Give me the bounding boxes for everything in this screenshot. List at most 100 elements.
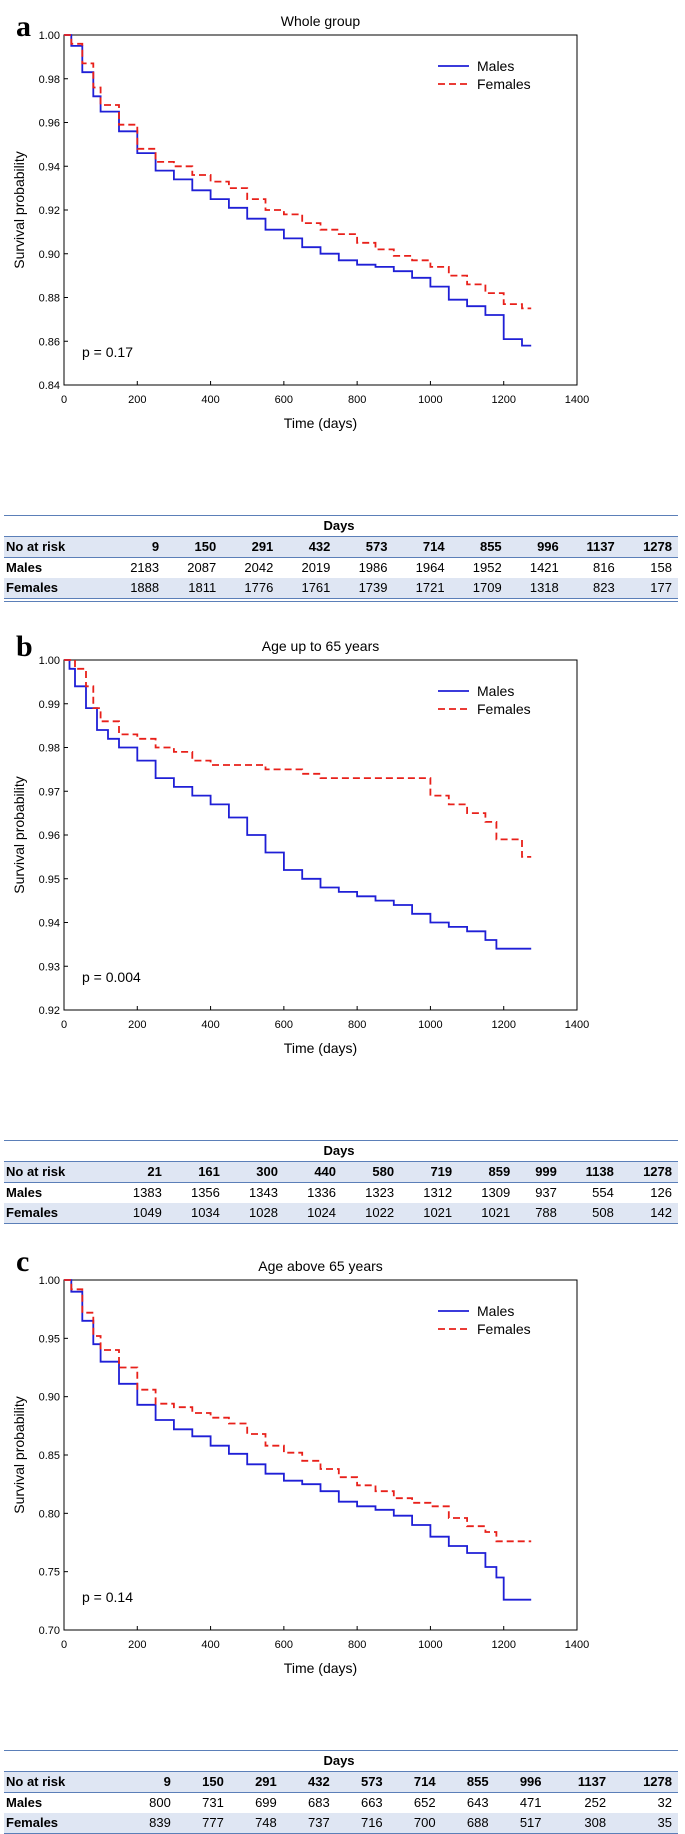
risk-table-count: 816 [564,557,621,578]
risk-table-time: 714 [388,1771,442,1793]
y-axis-label: Survival probability [11,151,27,269]
risk-table-count: 839 [123,1813,177,1834]
risk-table-time: 573 [335,1771,389,1793]
risk-table-time: 1137 [547,1771,613,1793]
y-tick-label: 0.94 [39,918,60,930]
x-tick-label: 200 [128,394,146,406]
risk-table-count: 252 [547,1792,613,1813]
risk-table-count: 737 [282,1813,336,1834]
survival-curve-females [64,34,532,310]
x-tick-label: 0 [61,1019,67,1031]
x-tick-label: 1400 [565,394,589,406]
x-tick-label: 600 [275,394,293,406]
x-tick-label: 1400 [565,1019,589,1031]
risk-table-count: 748 [229,1813,283,1834]
x-tick-label: 0 [61,1639,67,1651]
y-tick-label: 0.96 [39,118,60,130]
risk-table-count: 1312 [400,1182,459,1203]
risk-table-time: 9 [108,536,166,558]
risk-table-time: 859 [458,1161,517,1183]
risk-table-count: 142 [619,1203,678,1224]
x-tick-label: 1200 [491,1639,515,1651]
risk-table-count: 652 [388,1792,442,1813]
risk-table-time: 291 [222,536,280,558]
risk-table-row-females: Females 839 777 748 737 716 700 688 517 308 35 [4,1813,678,1834]
risk-table-group-label: Females [4,1203,110,1224]
risk-table-times-row: No at risk 9 150 291 432 573 714 855 996 1137 1278 [4,536,678,558]
risk-table-count: 1421 [507,557,565,578]
x-tick-label: 1000 [418,394,442,406]
risk-table-count: 1356 [167,1182,226,1203]
risk-table-count: 1028 [225,1203,284,1224]
risk-table-count: 663 [335,1792,389,1813]
legend-label-males: Males [477,683,514,699]
x-tick-label: 1400 [565,1639,589,1651]
y-tick-label: 0.75 [39,1567,60,1579]
risk-table-time: 1138 [562,1161,620,1183]
survival-chart-age-up-to-65: Age up to 65 years 0.92 0.93 0.94 0.95 0.96 0.… [11,638,589,1056]
risk-table-count: 688 [441,1813,495,1834]
risk-table-count: 716 [335,1813,389,1834]
risk-table-times-row: No at risk 21 161 300 440 580 719 859 999 1138 127… [4,1161,678,1183]
risk-table-count: 643 [441,1792,495,1813]
legend-label-males: Males [477,58,514,74]
panel-whole-group: a Whole group 0.84 0.86 0.88 0.90 0.92 0.94 0.9… [0,0,685,599]
y-tick-label: 1.00 [39,655,60,667]
panel-letter: a [16,10,31,43]
risk-table-count: 32 [612,1792,678,1813]
y-tick-label: 0.80 [39,1508,60,1520]
risk-table-count: 2087 [165,557,223,578]
x-tick-label: 800 [348,1639,366,1651]
risk-table-count: 1986 [336,557,394,578]
x-tick-label: 400 [201,1019,219,1031]
chart-title: Age above 65 years [258,1258,383,1274]
risk-table-time: 996 [507,536,565,558]
risk-table-row-label: No at risk [4,1161,110,1183]
risk-table-age-up-to-65: Days No at risk 21 161 300 440 580 719 859 999 113… [4,1140,678,1224]
risk-table-time: 996 [494,1771,548,1793]
risk-table-time: 440 [283,1161,343,1183]
risk-table-time: 719 [400,1161,459,1183]
survival-curve-males [64,659,532,950]
x-axis-label: Time (days) [284,1040,357,1056]
risk-table-count: 1309 [458,1182,517,1203]
risk-table-row-label: No at risk [4,536,109,558]
risk-table-group-label: Males [4,557,109,578]
risk-table-group-label: Males [4,1182,110,1203]
y-tick-label: 0.93 [39,961,60,973]
risk-table-count: 1343 [225,1182,284,1203]
x-axis-label: Time (days) [284,415,357,431]
x-tick-label: 400 [201,394,219,406]
x-tick-label: 1000 [418,1019,442,1031]
risk-table-count: 699 [229,1792,283,1813]
risk-table-count: 1318 [507,578,565,599]
risk-table-count: 126 [619,1182,678,1203]
risk-table-time: 1278 [612,1771,678,1793]
x-tick-label: 600 [275,1639,293,1651]
risk-table-row-males: Males 1383 1356 1343 1336 1323 1312 1309 937 554 1… [4,1182,678,1203]
survival-chart-age-above-65: Age above 65 years 0.70 0.75 0.80 0.85 0.90 0.… [11,1258,589,1676]
y-tick-label: 0.99 [39,699,60,711]
risk-table-count: 937 [516,1182,563,1203]
risk-table-time: 573 [336,536,394,558]
risk-table-count: 1021 [458,1203,517,1224]
y-tick-label: 0.85 [39,1450,60,1462]
risk-table-days-header: Days [4,1750,678,1772]
y-tick-label: 0.84 [39,380,60,392]
y-tick-label: 0.92 [39,1005,60,1017]
risk-table-count: 683 [282,1792,336,1813]
chart-title: Age up to 65 years [262,638,380,654]
risk-table-count: 554 [562,1182,620,1203]
risk-table-time: 21 [109,1161,168,1183]
x-tick-label: 1200 [491,394,515,406]
risk-table-time: 150 [176,1771,230,1793]
y-tick-label: 0.98 [39,74,60,86]
risk-table-row-females: Females 1888 1811 1776 1761 1739 1721 1709 1318 8… [4,578,678,599]
risk-table-time: 300 [225,1161,284,1183]
risk-table-time: 291 [229,1771,283,1793]
y-axis-label: Survival probability [11,1396,27,1514]
risk-table-time: 9 [123,1771,177,1793]
risk-table-count: 1888 [108,578,166,599]
y-tick-label: 0.95 [39,874,60,886]
risk-table-time: 432 [279,536,337,558]
